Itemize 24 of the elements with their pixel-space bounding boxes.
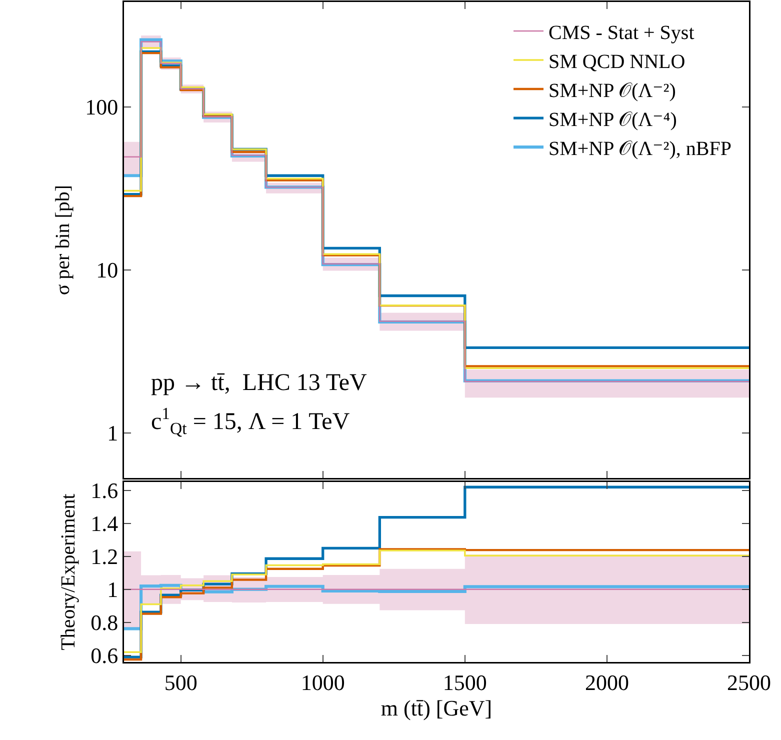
legend-label: SM+NP 𝒪(Λ⁻⁴) [548, 108, 677, 131]
y-tick-label: 1.6 [90, 478, 118, 503]
x-tick-label: 500 [164, 670, 198, 695]
y-tick-label: 0.8 [90, 610, 118, 636]
legend-label: SM+NP 𝒪(Λ⁻²) [548, 80, 676, 102]
annotation: c$^{1}$$_{Qt}$ = 15, Λ = 1 TeV [151, 404, 350, 438]
legend-label: CMS - Stat + Syst [548, 22, 695, 44]
x-tick-label: 1000 [300, 670, 345, 695]
y-tick-label: 0.6 [90, 643, 118, 668]
x-tick-label: 1500 [442, 670, 487, 695]
y-tick-label: 1 [107, 577, 118, 602]
x-tick-label: 2000 [584, 670, 629, 695]
y-axis-title: Theory/Experiment [57, 493, 80, 650]
y-tick-label: 1.4 [90, 510, 118, 536]
y-tick-label: 1.2 [90, 544, 118, 570]
legend-label: SM QCD NNLO [548, 50, 686, 73]
y-tick-label: 100 [85, 94, 118, 120]
annotation: pp → tt̄, LHC 13 TeV [151, 370, 368, 396]
x-tick-label: 2500 [727, 670, 771, 695]
legend-label: SM+NP 𝒪(Λ⁻²), nBFP [548, 138, 732, 160]
y-axis-title: σ per bin [pb] [52, 184, 74, 296]
y-tick-label: 1 [107, 420, 118, 446]
x-axis-title: m (tt̄) [GeV] [380, 696, 492, 721]
y-tick-label: 10 [96, 258, 118, 283]
